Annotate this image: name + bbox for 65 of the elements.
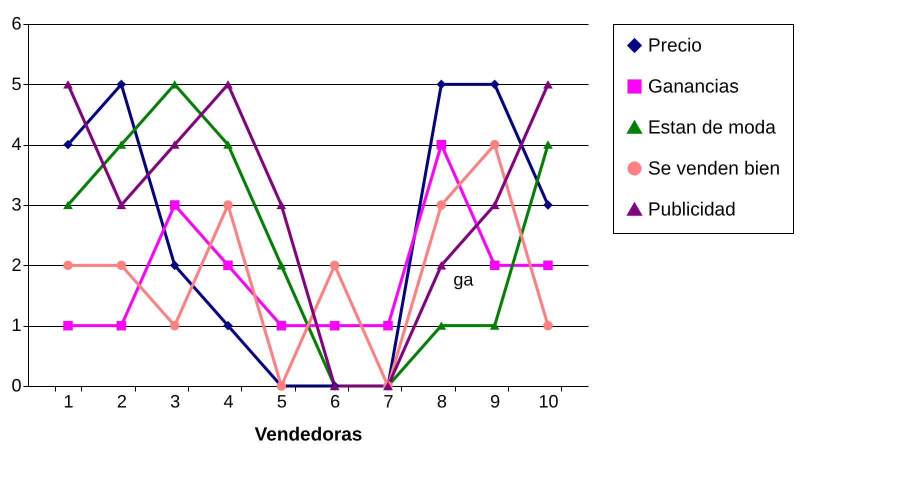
x-tick-label: 10 <box>538 392 559 412</box>
point <box>223 260 233 270</box>
point <box>543 140 553 149</box>
point <box>436 322 446 330</box>
point <box>223 140 233 149</box>
point <box>116 260 126 270</box>
x-tick-label: 9 <box>490 392 500 412</box>
point <box>170 140 180 149</box>
point <box>170 320 180 330</box>
point <box>223 80 233 88</box>
point <box>116 320 126 330</box>
point <box>490 322 500 330</box>
point <box>383 320 393 330</box>
point <box>116 80 126 90</box>
point <box>276 261 286 270</box>
point <box>170 260 180 270</box>
legend-label: Precio <box>648 36 702 56</box>
y-tick-label: 3 <box>11 194 22 214</box>
point <box>63 200 73 210</box>
point <box>436 261 446 270</box>
point <box>223 200 233 210</box>
point <box>436 80 446 90</box>
y-tick-label: 5 <box>11 74 22 94</box>
y-tick-label: 0 <box>11 376 22 396</box>
point <box>490 80 500 90</box>
point <box>63 80 73 88</box>
point <box>543 260 553 270</box>
point <box>170 200 180 210</box>
point <box>116 140 126 149</box>
legend-label: Ganancias <box>648 76 739 98</box>
point <box>543 200 553 210</box>
point <box>223 320 233 330</box>
point <box>490 260 500 270</box>
x-tick-label: 4 <box>223 392 234 412</box>
point <box>276 200 286 210</box>
x-tick-label: 8 <box>436 392 447 412</box>
x-tick-label: 6 <box>330 392 340 412</box>
point <box>63 260 73 270</box>
point <box>63 140 73 150</box>
x-tick-label: 3 <box>170 392 180 412</box>
point <box>170 80 180 88</box>
point <box>436 140 446 150</box>
x-tick-label: 1 <box>63 392 74 412</box>
y-tick-label: 4 <box>11 134 22 154</box>
point <box>543 80 553 88</box>
legend-label: Publicidad <box>648 200 736 220</box>
point <box>436 200 446 210</box>
point <box>330 260 340 270</box>
point <box>490 140 500 150</box>
point <box>116 200 126 210</box>
point <box>276 320 286 330</box>
x-tick-label: 5 <box>276 392 287 412</box>
y-tick-label: 2 <box>11 254 22 275</box>
point <box>543 320 553 330</box>
x-tick-label: 2 <box>116 392 127 412</box>
annotation: ga <box>453 269 474 290</box>
point <box>63 320 73 330</box>
point <box>490 200 500 210</box>
x-tick-label: 7 <box>383 392 394 412</box>
point <box>330 320 340 330</box>
y-tick-label: 6 <box>11 14 22 34</box>
legend-label: Estan de moda <box>648 118 776 138</box>
y-tick-label: 1 <box>11 315 22 336</box>
x-axis-title: Vendedoras <box>254 424 362 446</box>
legend-label: Se venden bien <box>648 158 780 180</box>
